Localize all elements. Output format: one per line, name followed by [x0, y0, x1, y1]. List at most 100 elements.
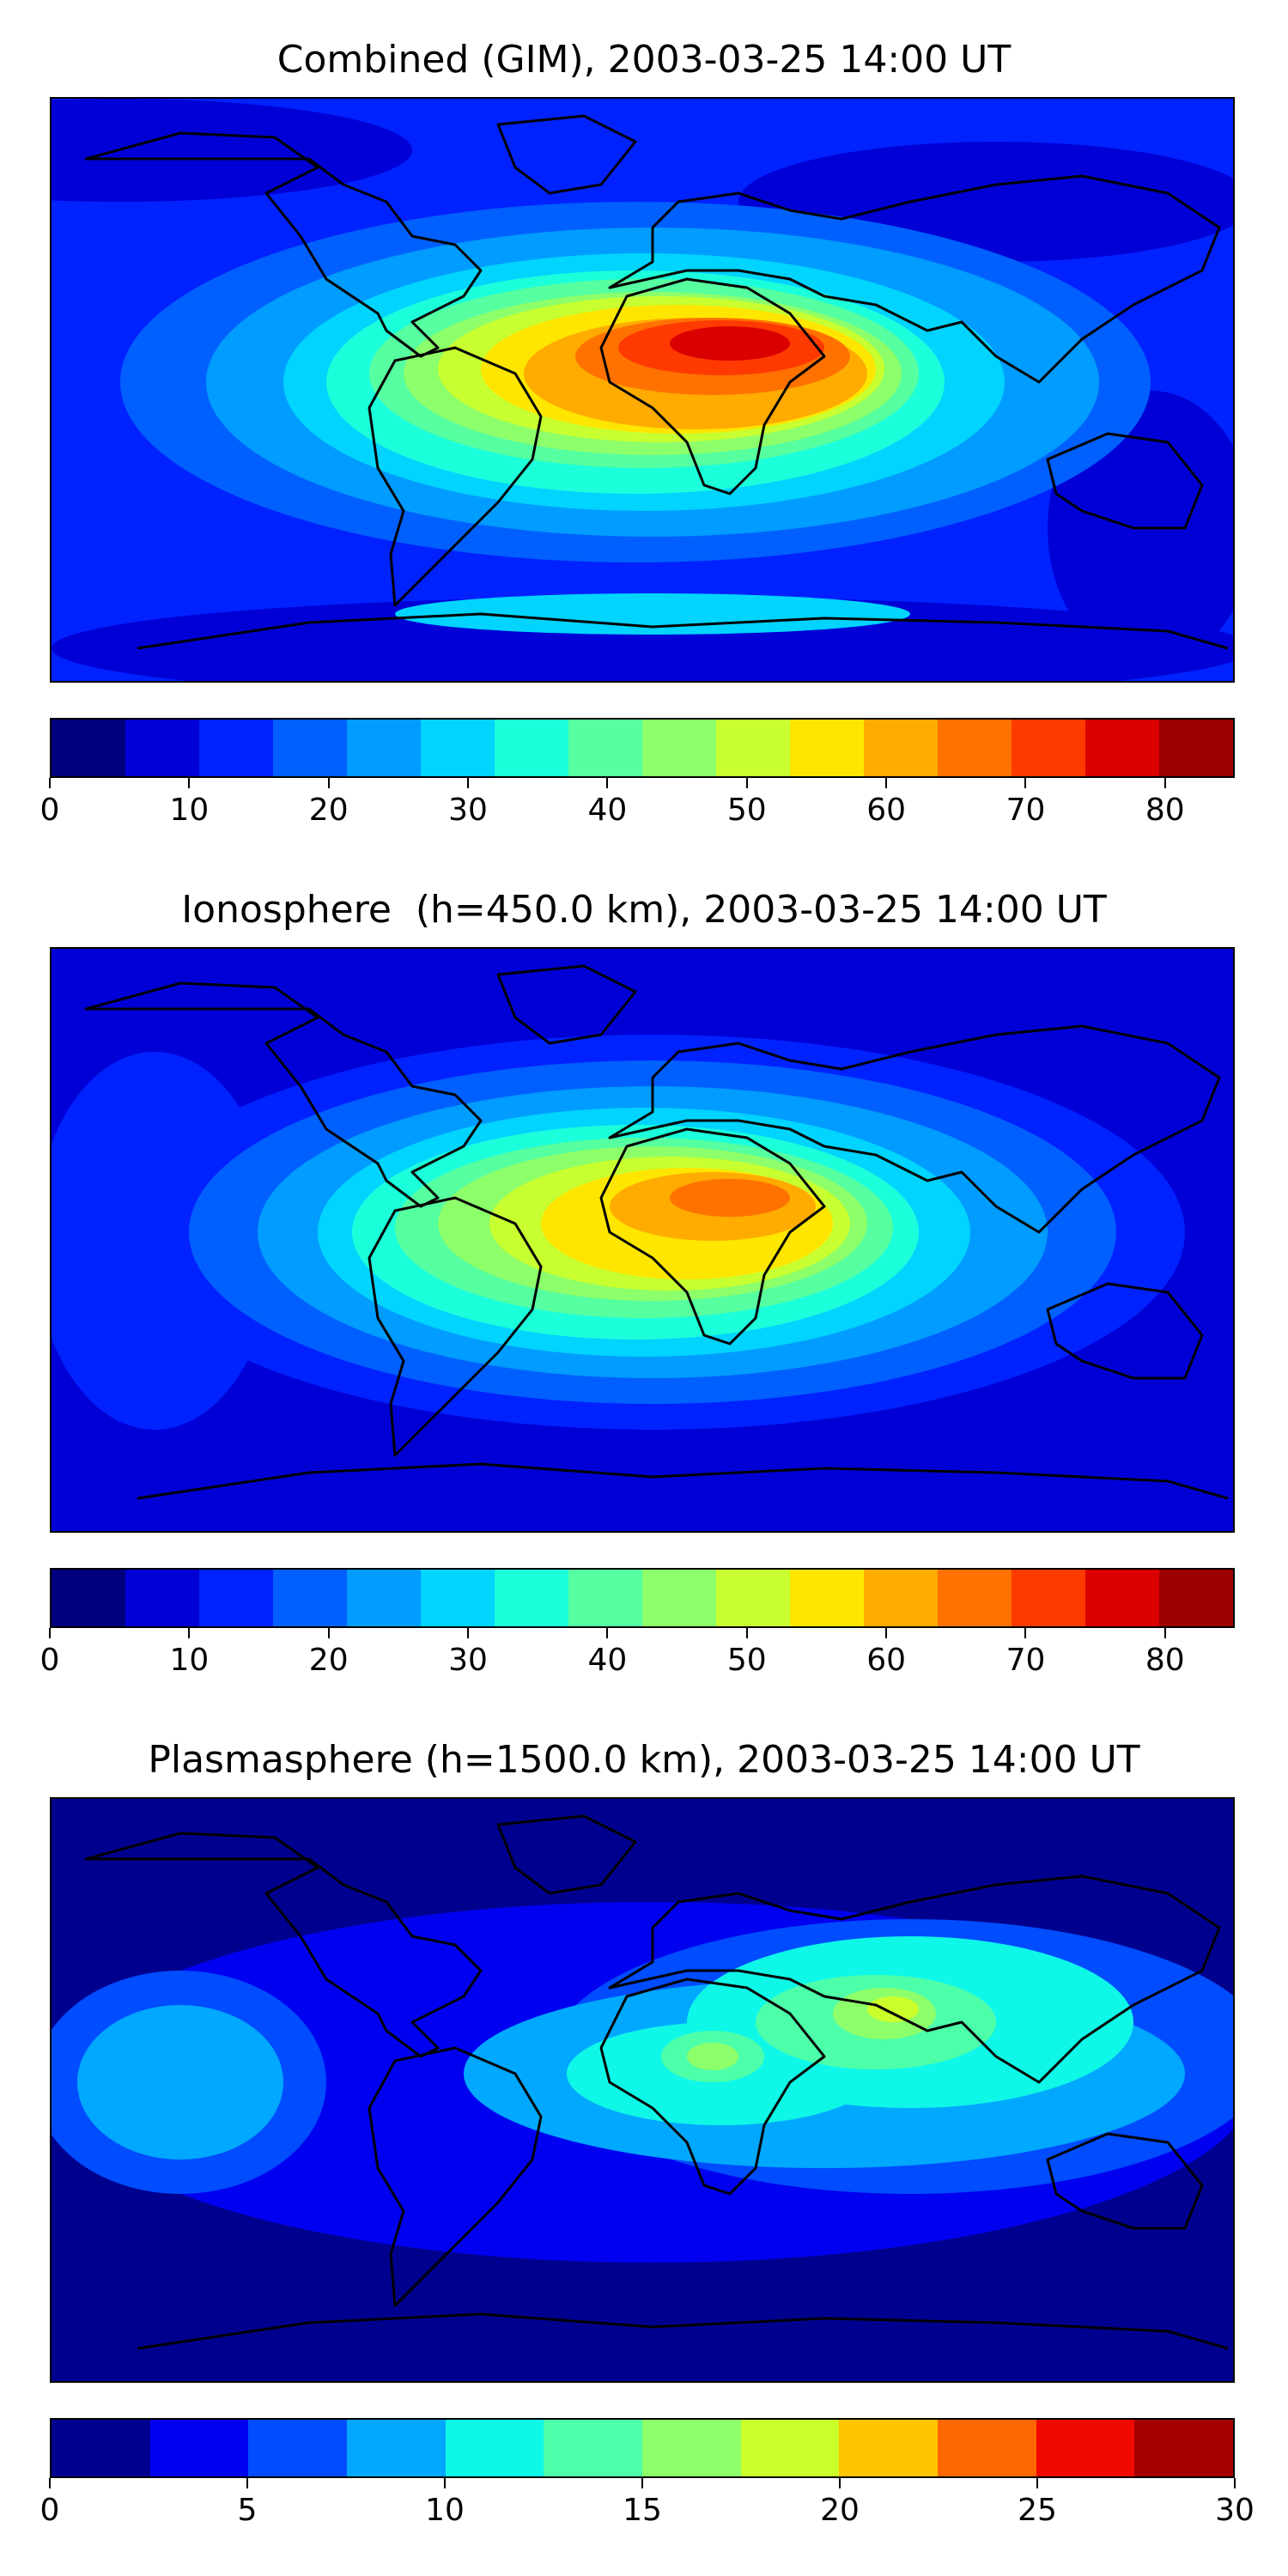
tick-label: 70 — [1005, 1643, 1046, 1678]
colorbar-swatch — [347, 720, 421, 776]
colorbar-swatch — [1036, 2420, 1135, 2476]
tick-mark — [1234, 2478, 1236, 2488]
colorbar-swatch — [839, 2420, 939, 2476]
colorbar-swatch — [273, 720, 347, 776]
colorbar-swatch — [52, 2420, 150, 2476]
tick-mark — [246, 2478, 248, 2488]
tick-label: 0 — [39, 2493, 60, 2528]
tick-mark — [1024, 778, 1027, 788]
tick-mark — [188, 1628, 191, 1638]
map-svg-ionosphere — [52, 949, 1233, 1531]
tick-label: 20 — [820, 2493, 860, 2528]
tick-label: 30 — [1215, 2493, 1255, 2528]
colorbar-ticks-combined: 0 10 20 30 40 50 60 70 80 — [40, 778, 1235, 829]
tick-label: 30 — [448, 1643, 488, 1678]
tick-label: 40 — [587, 1643, 628, 1678]
tick-mark — [1036, 2478, 1038, 2488]
colorbar-swatch — [716, 720, 790, 776]
colorbar-swatch — [1085, 1570, 1159, 1626]
tick-mark — [327, 1628, 330, 1638]
tick-label: 25 — [1018, 2493, 1057, 2528]
colorbar-swatch — [199, 1570, 273, 1626]
tick-mark — [49, 778, 51, 788]
map-svg-combined — [52, 99, 1233, 681]
tick-mark — [1163, 778, 1166, 788]
colorbar-swatch — [568, 1570, 642, 1626]
colorbar-swatch — [864, 720, 938, 776]
colorbar-swatch — [938, 720, 1012, 776]
colorbar-ionosphere — [50, 1568, 1235, 1628]
colorbar-swatch — [1085, 720, 1159, 776]
tick-mark — [467, 778, 470, 788]
colorbar-plasmasphere — [50, 2418, 1235, 2478]
tick-label: 60 — [866, 1643, 907, 1678]
tick-mark — [745, 778, 748, 788]
tick-label: 20 — [308, 1643, 349, 1678]
colorbar-swatch — [642, 2420, 741, 2476]
tick-label: 40 — [587, 793, 628, 828]
tick-label: 5 — [237, 2493, 258, 2528]
colorbar-swatch — [1012, 720, 1085, 776]
tick-label: 50 — [726, 1643, 767, 1678]
tick-label: 50 — [726, 793, 767, 828]
tick-mark — [745, 1628, 748, 1638]
colorbar-ticks-plasmasphere: 0 5 10 15 20 25 30 — [40, 2478, 1255, 2530]
colorbar-swatch — [938, 2420, 1036, 2476]
tick-label: 0 — [39, 1643, 60, 1678]
tick-label: 80 — [1145, 1643, 1185, 1678]
colorbar-swatch — [1012, 1570, 1085, 1626]
panel-title-ionosphere: Ionosphere (h=450.0 km), 2003-03-25 14:0… — [181, 888, 1107, 932]
tick-label: 10 — [169, 793, 210, 828]
colorbar-swatch — [544, 2420, 643, 2476]
tick-label: 70 — [1005, 793, 1046, 828]
map-svg-plasmasphere — [52, 1799, 1233, 2381]
tick-label: 0 — [39, 793, 60, 828]
tick-label: 15 — [623, 2493, 662, 2528]
tick-mark — [606, 1628, 609, 1638]
colorbar-swatch — [347, 1570, 421, 1626]
tick-label: 80 — [1145, 793, 1185, 828]
tick-label: 20 — [308, 793, 349, 828]
colorbar-swatch — [1159, 720, 1233, 776]
tick-mark — [885, 1628, 888, 1638]
colorbar-swatch — [1159, 1570, 1233, 1626]
colorbar-swatch — [740, 2420, 840, 2476]
tick-mark — [327, 778, 330, 788]
colorbar-swatch — [199, 720, 273, 776]
colorbar-swatch — [790, 720, 864, 776]
map-combined — [50, 97, 1235, 683]
tick-mark — [641, 2478, 643, 2488]
colorbar-swatch — [125, 1570, 199, 1626]
colorbar-swatch — [347, 2420, 446, 2476]
tick-mark — [1024, 1628, 1027, 1638]
colorbar-swatch — [52, 720, 125, 776]
map-plasmasphere — [50, 1797, 1235, 2383]
colorbar-swatch — [938, 1570, 1012, 1626]
colorbar-swatch — [445, 2420, 544, 2476]
colorbar-combined — [50, 718, 1235, 778]
tick-label: 60 — [866, 793, 907, 828]
colorbar-swatch — [125, 720, 199, 776]
colorbar-swatch — [52, 1570, 125, 1626]
colorbar-swatch — [248, 2420, 348, 2476]
panel-title-combined: Combined (GIM), 2003-03-25 14:00 UT — [276, 38, 1012, 82]
colorbar-swatch — [642, 1570, 716, 1626]
colorbar-ticks-ionosphere: 0 10 20 30 40 50 60 70 80 — [40, 1628, 1235, 1680]
tick-mark — [606, 778, 609, 788]
colorbar-swatch — [716, 1570, 790, 1626]
colorbar-swatch — [495, 1570, 568, 1626]
tick-label: 10 — [169, 1643, 210, 1678]
colorbar-swatch — [864, 1570, 938, 1626]
colorbar-swatch — [273, 1570, 347, 1626]
tick-mark — [188, 778, 191, 788]
colorbar-swatch — [149, 2420, 249, 2476]
colorbar-swatch — [1134, 2420, 1234, 2476]
colorbar-swatch — [495, 720, 568, 776]
colorbar-swatch — [421, 1570, 495, 1626]
tick-mark — [1163, 1628, 1166, 1638]
colorbar-swatch — [642, 720, 716, 776]
map-ionosphere — [50, 947, 1235, 1533]
colorbar-swatch — [790, 1570, 864, 1626]
tick-mark — [444, 2478, 446, 2488]
panel-title-plasmasphere: Plasmasphere (h=1500.0 km), 2003-03-25 1… — [148, 1738, 1140, 1782]
